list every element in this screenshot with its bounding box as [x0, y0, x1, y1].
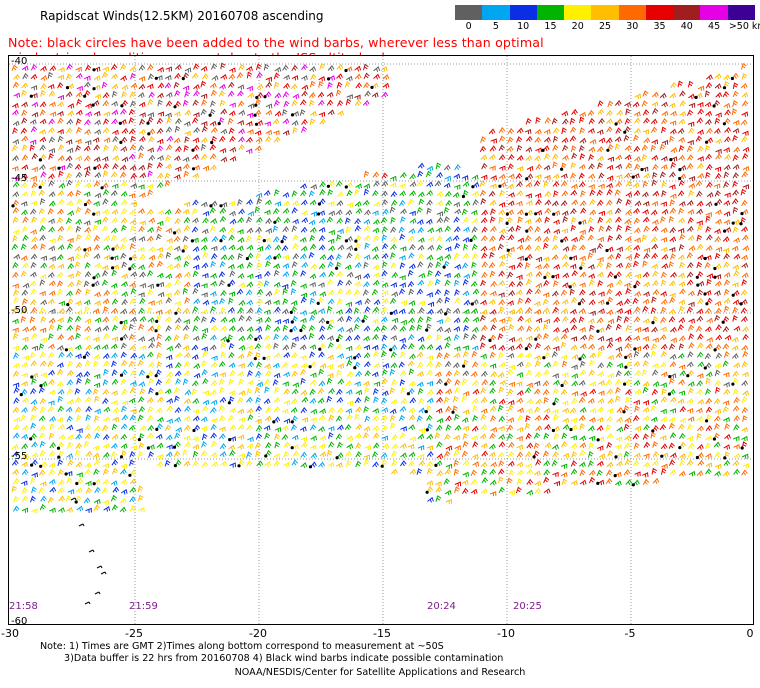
footnotes: Note: 1) Times are GMT 2)Times along bot… — [40, 641, 503, 664]
lon-label-10: -10 — [497, 627, 515, 640]
legend-unit-label: >50 knots — [728, 21, 760, 32]
lon-label-20: -20 — [249, 627, 267, 640]
time-label-3: 20:25 — [513, 601, 542, 612]
wind-speed-color-legend: 0 5 10 15 20 25 30 35 40 45 >50 knots — [455, 5, 760, 35]
legend-label: 30 — [626, 21, 639, 32]
legend-swatch — [700, 5, 728, 20]
legend-swatch — [564, 5, 592, 20]
lat-label-55: -55 — [11, 451, 28, 462]
lat-label-40: -40 — [11, 56, 28, 67]
time-label-2: 20:24 — [427, 601, 456, 612]
wind-barb-field — [9, 56, 753, 624]
time-label-1: 21:59 — [129, 601, 158, 612]
time-label-0: 21:58 — [9, 601, 38, 612]
legend-swatches — [455, 5, 755, 20]
legend-labels: 0 5 10 15 20 25 30 35 40 45 >50 knots — [455, 20, 760, 34]
legend-label: 0 — [465, 21, 472, 32]
legend-swatch — [509, 5, 537, 20]
legend-label: 10 — [517, 21, 530, 32]
legend-label: 20 — [571, 21, 584, 32]
lat-label-60: -60 — [11, 616, 28, 625]
wind-map-plot: -40 -45 -50 -55 -60 21:58 21:59 20:24 20… — [8, 55, 754, 625]
lon-label-5: -5 — [624, 627, 636, 640]
legend-swatch — [591, 5, 619, 20]
longitude-axis: -30 -25 -20 -15 -10 -5 0 — [0, 627, 760, 641]
legend-swatch — [455, 5, 483, 20]
legend-swatch — [727, 5, 755, 20]
credit-line: NOAA/NESDIS/Center for Satellite Applica… — [234, 667, 526, 678]
lon-label-25: -25 — [125, 627, 143, 640]
lat-label-50: -50 — [11, 305, 28, 316]
legend-label: 40 — [680, 21, 693, 32]
lon-label-15: -15 — [373, 627, 391, 640]
legend-label: 5 — [492, 21, 499, 32]
legend-label: 45 — [708, 21, 721, 32]
legend-swatch — [673, 5, 701, 20]
legend-swatch — [536, 5, 565, 20]
legend-label: 35 — [653, 21, 666, 32]
legend-swatch — [645, 5, 674, 20]
footnote-line-1: Note: 1) Times are GMT 2)Times along bot… — [40, 641, 444, 652]
lon-label-0: 0 — [746, 627, 754, 640]
legend-label: 15 — [544, 21, 557, 32]
wind-barbs — [11, 62, 750, 605]
footnote-line-2: 3)Data buffer is 22 hrs from 20160708 4)… — [64, 652, 504, 664]
map-title: Rapidscat Winds(12.5KM) 20160708 ascendi… — [40, 9, 324, 23]
legend-swatch — [482, 5, 510, 20]
legend-swatch — [618, 5, 646, 20]
lat-label-45: -45 — [11, 173, 28, 184]
legend-label: 25 — [598, 21, 612, 32]
lon-label-30: -30 — [1, 627, 19, 640]
